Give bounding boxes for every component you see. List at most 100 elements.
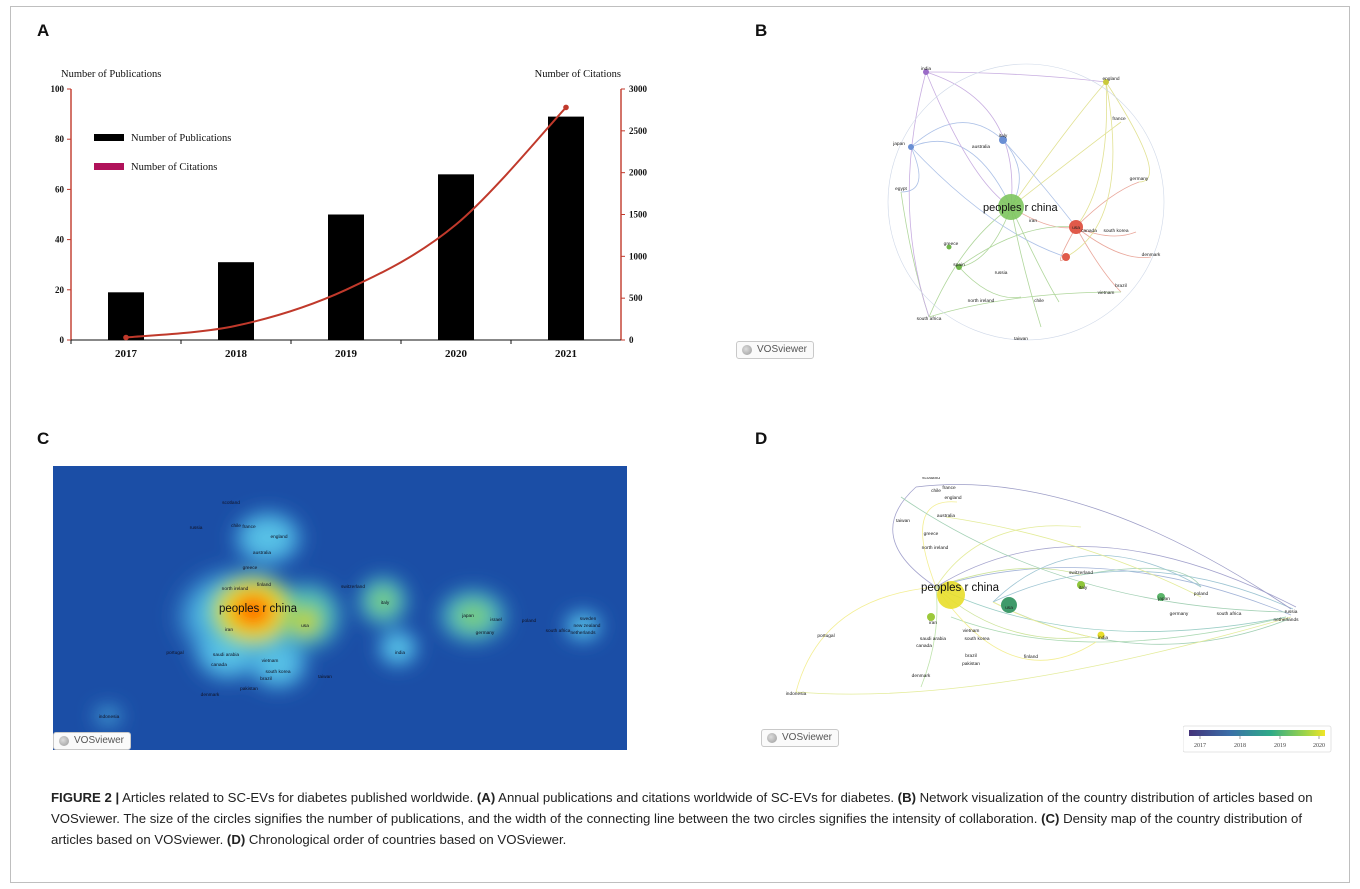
panel-letter-a: A — [37, 21, 50, 40]
bar-2019 — [328, 214, 364, 340]
country-label: russia — [995, 270, 1008, 276]
bars — [108, 116, 584, 340]
colorbar-tick-label: 2019 — [1274, 743, 1286, 749]
bar-2020 — [438, 174, 474, 340]
density-main-label: peoples r china — [219, 603, 298, 615]
legend-swatch — [94, 163, 124, 170]
colorbar-tick-label: 2017 — [1194, 743, 1206, 749]
country-label: sweden — [580, 616, 597, 622]
country-label: france — [942, 485, 956, 491]
overlay-country-labels: usa italy japan india iran south korea saudi a… — [786, 477, 1299, 697]
country-label: brazil — [965, 653, 976, 659]
country-label: taiwan — [318, 674, 332, 680]
overlay-nodes — [927, 581, 1165, 639]
country-label: south korea — [964, 636, 989, 642]
vosviewer-watermark-c: VOSviewer — [53, 732, 132, 750]
overlay-colorbar: 2017 2018 2019 2020 — [1183, 725, 1332, 753]
country-label: usa — [301, 624, 309, 629]
country-label: brazil — [1115, 283, 1126, 289]
country-label: chile — [1034, 298, 1044, 304]
country-label: north ireland — [922, 545, 949, 551]
legend-swatch — [94, 134, 124, 141]
country-label: india — [921, 66, 931, 72]
caption-intro: Articles related to SC-EVs for diabetes … — [119, 790, 477, 805]
country-label: india — [1098, 635, 1108, 641]
y2-tick-label: 2000 — [629, 168, 648, 178]
y-tick-label: 40 — [55, 235, 65, 245]
y-axis-label: Number of Publications — [61, 69, 161, 80]
caption-figure-label: FIGURE 2 | — [51, 790, 120, 805]
country-label: germany — [1170, 611, 1189, 617]
density-country-labels: usa italy japan india iran south korea saudi a… — [99, 500, 601, 720]
country-label: france — [242, 524, 256, 530]
colorbar-tick-label: 2018 — [1234, 743, 1246, 749]
figure-caption: FIGURE 2 | Articles related to SC-EVs fo… — [51, 787, 1341, 850]
country-label: greece — [944, 241, 959, 247]
caption-c-text: Density map of the country distribution … — [51, 811, 1303, 847]
country-label: japan — [1157, 596, 1170, 602]
colorbar-ticks: 2017 2018 2019 2020 — [1194, 736, 1325, 749]
country-label: switzerland — [341, 584, 365, 590]
country-label: portugal — [166, 650, 183, 656]
country-label: germany — [1130, 176, 1149, 182]
bar-2017 — [108, 292, 144, 340]
density-map-c: peoples r china usa italy japan india iran so… — [53, 466, 627, 750]
country-label: saudi arabia — [920, 636, 946, 642]
country-label: finland — [257, 582, 271, 588]
country-label: england — [270, 534, 287, 540]
vosviewer-watermark-b: VOSviewer — [736, 341, 815, 359]
x-tick-label: 2018 — [225, 348, 248, 360]
network-map-b: peoples r china india england italy france j… — [887, 63, 1165, 342]
country-label: iran — [929, 620, 937, 626]
country-label: finland — [1024, 654, 1038, 660]
citation-point-last — [563, 104, 569, 111]
country-label: greece — [924, 531, 939, 537]
country-label: israel — [490, 617, 501, 623]
country-label: new zealand — [574, 623, 601, 629]
country-label: saudi arabia — [213, 652, 239, 658]
country-label: france — [1112, 116, 1126, 122]
country-label: chile — [231, 523, 241, 529]
overlay-main-label: peoples r china — [921, 582, 1000, 594]
y2-axis-label: Number of Citations — [535, 69, 621, 80]
country-label: poland — [522, 618, 537, 624]
y2-tick-label: 500 — [629, 293, 643, 303]
country-label: north ireland — [222, 586, 249, 592]
country-label: north ireland — [968, 298, 995, 304]
country-label: denmark — [201, 692, 220, 698]
legend: Number of Publications Number of Citation… — [94, 133, 231, 173]
caption-a-text: Annual publications and citations worldw… — [495, 790, 898, 805]
caption-a-label: (A) — [476, 790, 496, 805]
country-label: indonesia — [786, 691, 807, 697]
country-label: netherlands — [570, 630, 596, 636]
panel-letter-b: B — [755, 21, 768, 40]
country-label: usa — [1072, 226, 1080, 231]
y2-tick-label: 0 — [629, 335, 634, 345]
country-label: portugal — [817, 633, 834, 639]
x-tick-label: 2020 — [445, 348, 468, 360]
y2-tick-label: 1500 — [629, 210, 648, 220]
country-label: vietnam — [963, 628, 980, 634]
country-label: denmark — [912, 673, 931, 679]
country-label: australia — [972, 144, 990, 150]
country-label: japan — [892, 141, 905, 147]
country-label: italy — [1079, 585, 1088, 591]
country-label: scotland — [222, 500, 240, 506]
country-label: pakistan — [962, 661, 980, 667]
country-label: south africa — [546, 628, 571, 634]
country-label: south africa — [917, 316, 942, 322]
network-outer-ring — [887, 63, 1165, 341]
panel-letter-d: D — [755, 429, 768, 448]
country-label: italy — [999, 133, 1008, 139]
country-label: scotland — [922, 477, 940, 481]
caption-b-label: (B) — [897, 790, 916, 805]
y-tick-label: 60 — [55, 184, 65, 194]
caption-d-label: (D) — [226, 832, 246, 847]
caption-b-text: Network visualization of the country dis… — [51, 790, 1313, 826]
panel-letter-c: C — [37, 429, 50, 448]
network-links — [900, 71, 1152, 328]
figure-frame: A B C D Number of Publications Number of… — [10, 6, 1350, 883]
country-label: pakistan — [240, 686, 258, 692]
density-blobs — [90, 506, 605, 730]
country-label: south africa — [1217, 611, 1242, 617]
